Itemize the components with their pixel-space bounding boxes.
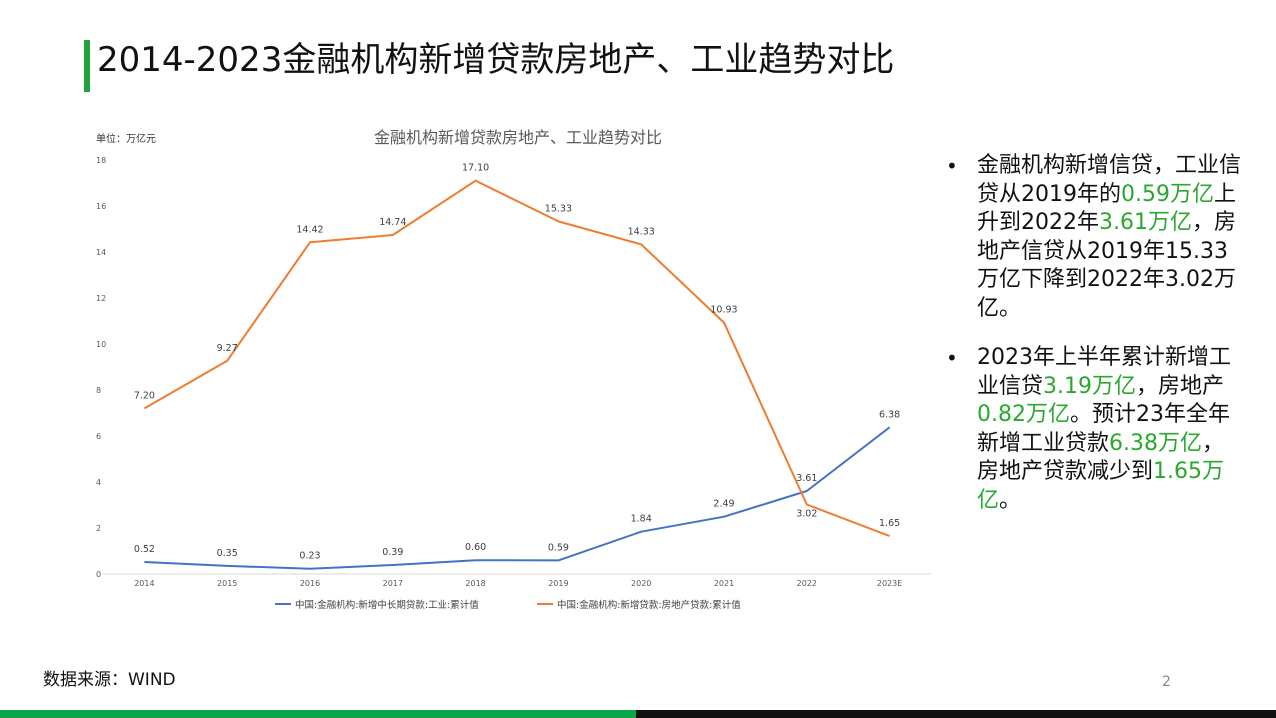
highlight-value: 1.65万亿 <box>977 459 1225 513</box>
x-tick-label: 2016 <box>300 579 320 588</box>
y-tick-label: 18 <box>96 156 106 165</box>
bullet-text: 。预计23年全年新增工业贷款 <box>977 402 1230 456</box>
y-tick-label: 0 <box>96 570 101 579</box>
x-tick-label: 2021 <box>714 579 734 588</box>
page-number: 2 <box>1162 674 1171 690</box>
footer-green-band <box>0 710 636 718</box>
title-accent-bar <box>84 40 90 92</box>
data-source: 数据来源：WIND <box>43 670 176 690</box>
highlight-value: 0.59万亿 <box>1121 181 1214 207</box>
data-label: 14.74 <box>379 217 406 228</box>
bullet-text: ，房地产 <box>1136 373 1225 399</box>
line-chart: 金融机构新增贷款房地产、工业趋势对比 单位：万亿元 0 2 4 6 8 10 12 14 16 18 2… <box>96 128 931 611</box>
x-tick-label: 2022 <box>797 579 817 588</box>
bullet-text: 。 <box>999 487 1022 513</box>
data-label: 3.02 <box>796 509 817 520</box>
bullet-text: 金融机构新增信贷，工业信贷从2019年的 <box>977 153 1242 207</box>
x-tick-label: 2023E <box>877 579 902 588</box>
data-label: 1.84 <box>631 514 652 525</box>
y-tick-label: 14 <box>96 248 106 257</box>
data-label: 0.39 <box>382 547 403 558</box>
y-tick-label: 2 <box>96 524 101 533</box>
data-label: 1.65 <box>879 518 900 529</box>
y-tick-label: 4 <box>96 478 101 487</box>
bullet-dot: • <box>946 154 958 178</box>
bullet-dot: • <box>946 346 958 370</box>
footer-black-band <box>636 710 1276 718</box>
data-label: 0.35 <box>217 548 238 559</box>
data-label: 10.93 <box>710 305 737 316</box>
data-label: 2.49 <box>713 499 734 510</box>
bullet-list: • 金融机构新增信贷，工业信贷从2019年的0.59万亿上升到2022年3.61万… <box>946 152 1246 536</box>
data-label: 17.10 <box>462 163 489 174</box>
x-tick-label: 2020 <box>631 579 651 588</box>
bullet-text: 2023年上半年累计新增工业信贷 <box>977 345 1231 399</box>
data-label: 15.33 <box>545 203 572 214</box>
data-label: 0.60 <box>465 542 486 553</box>
legend-label: 中国:金融机构:新增贷款:房地产贷款:累计值 <box>557 599 741 611</box>
data-label: 0.23 <box>299 551 320 562</box>
y-tick-label: 12 <box>96 294 106 303</box>
data-label: 14.33 <box>628 226 655 237</box>
data-label: 0.59 <box>548 542 569 553</box>
bullet-item: • 2023年上半年累计新增工业信贷3.19万亿，房地产 0.82万亿。预计23年全… <box>946 344 1246 515</box>
x-tick-label: 2014 <box>134 579 154 588</box>
data-label: 6.38 <box>879 409 900 420</box>
x-tick-label: 2015 <box>217 579 237 588</box>
data-label: 14.42 <box>296 224 323 235</box>
chart-title: 金融机构新增贷款房地产、工业趋势对比 <box>374 128 662 147</box>
highlight-value: 0.82万亿 <box>977 402 1070 427</box>
highlight-value: 6.38万亿 <box>1109 430 1203 456</box>
data-label: 0.52 <box>134 544 155 555</box>
series-line-1 <box>144 426 891 570</box>
bullet-text: 上升到2022年 <box>977 181 1237 236</box>
bullet-item: • 金融机构新增信贷，工业信贷从2019年的0.59万亿上升到2022年3.61万… <box>946 152 1246 323</box>
highlight-value: 3.19万亿 <box>1043 373 1137 399</box>
legend-label: 中国:金融机构:新增中长期贷款:工业:累计值 <box>295 599 479 611</box>
x-tick-label: 2017 <box>383 579 403 588</box>
chart-container: 金融机构新增贷款房地产、工业趋势对比 单位：万亿元 0 2 4 6 8 10 12 14 16 18 2… <box>80 120 940 620</box>
y-tick-label: 6 <box>96 432 101 441</box>
page-title: 2014-2023金融机构新增贷款房地产、工业趋势对比 <box>97 40 895 80</box>
y-tick-label: 10 <box>96 340 106 349</box>
data-label: 9.27 <box>217 343 238 354</box>
bullet-text: ，房地产贷款减少到 <box>977 430 1225 485</box>
y-tick-label: 16 <box>96 202 106 211</box>
x-tick-label: 2019 <box>548 579 568 588</box>
x-tick-label: 2018 <box>465 579 485 588</box>
unit-label: 单位：万亿元 <box>96 132 156 145</box>
series-line-2 <box>143 179 890 538</box>
highlight-value: 3.61万亿 <box>1099 210 1192 235</box>
data-label: 3.61 <box>796 473 817 484</box>
y-tick-label: 8 <box>96 386 101 395</box>
data-label: 7.20 <box>134 390 155 401</box>
bullet-text: ，房地产信贷从2019年15.33万亿下降到2022年3.02万亿。 <box>977 210 1237 321</box>
